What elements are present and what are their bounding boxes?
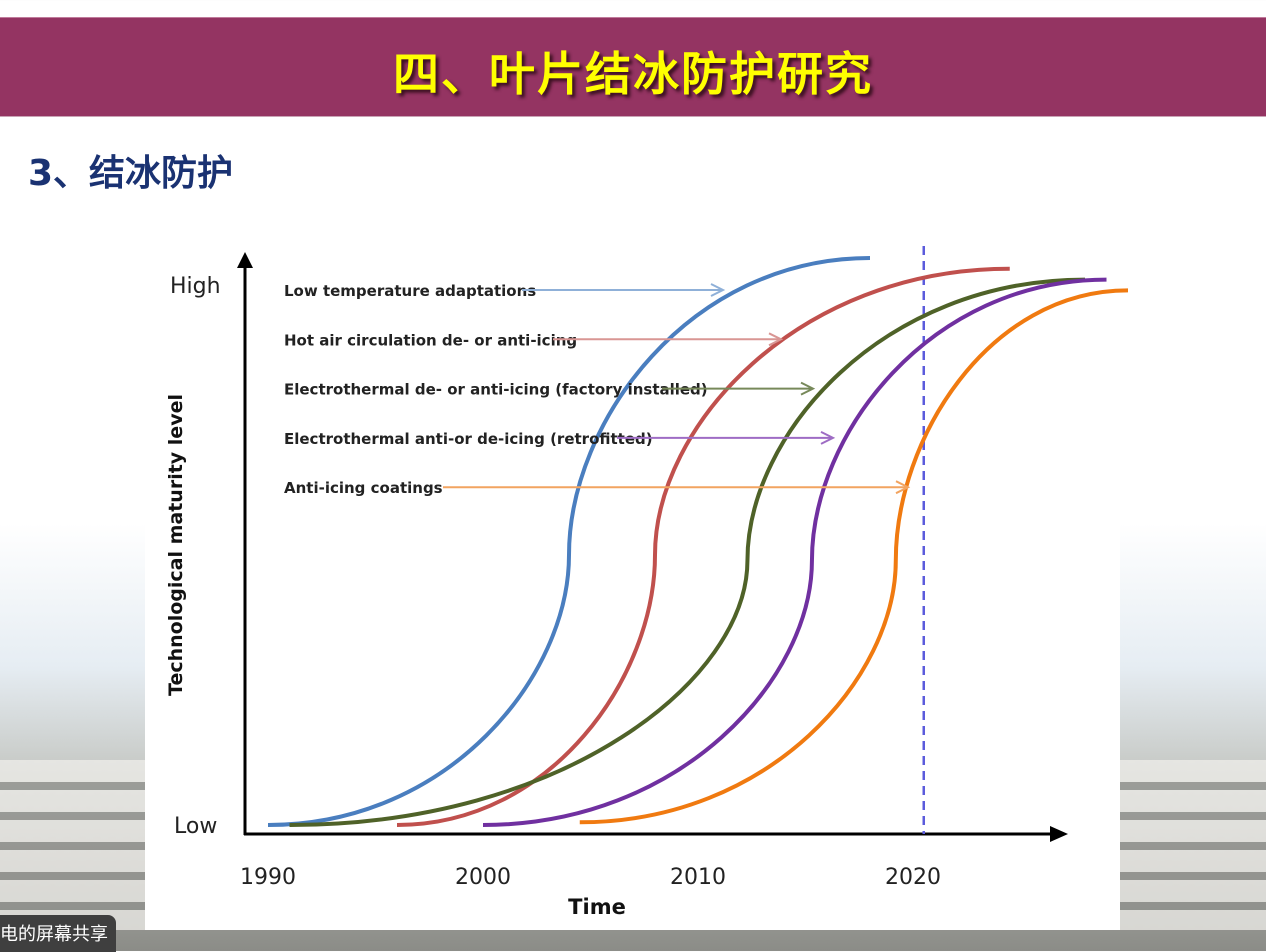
series-curve: [267, 256, 871, 827]
axes: High Low Technological maturity level Ti…: [165, 252, 1068, 919]
y-tick-low: Low: [174, 814, 217, 839]
x-tick-label: 2000: [455, 865, 511, 890]
legend-arrow-head: [710, 283, 726, 297]
y-tick-high: High: [170, 274, 221, 299]
legend-arrow-head: [895, 480, 911, 495]
series-curve: [396, 266, 1010, 827]
legend-label: Low temperature adaptations: [284, 282, 536, 300]
background-building-right: [1120, 760, 1266, 930]
slide-header: 四、叶片结冰防护研究: [0, 17, 1266, 117]
legend-label: Anti-icing coatings: [284, 479, 443, 497]
screen-share-badge: 电的屏幕共享: [0, 915, 116, 952]
x-tick-label: 2010: [670, 865, 726, 890]
slide-title: 四、叶片结冰防护研究: [393, 47, 873, 101]
section-subtitle: 3、结冰防护: [28, 153, 234, 194]
legend-label: Electrothermal anti-or de-icing (retrofi…: [284, 430, 653, 448]
chart-panel: [145, 228, 1120, 930]
legend-arrow-head: [800, 381, 816, 396]
x-axis-arrow: [1050, 826, 1068, 842]
legend-label: Hot air circulation de- or anti-icing: [284, 331, 577, 349]
legend-arrow-head: [768, 332, 784, 347]
x-tick-label: 1990: [240, 865, 296, 890]
background-building-left: [0, 760, 150, 930]
x-tick-label: 2020: [885, 865, 941, 890]
y-axis-label: Technological maturity level: [165, 394, 187, 696]
legend-arrow-head: [820, 431, 836, 445]
legend-label: Electrothermal de- or anti-icing (factor…: [284, 381, 708, 399]
series-curve: [289, 277, 1086, 827]
y-axis-arrow: [237, 252, 253, 268]
series-curve: [579, 288, 1129, 825]
series-curve: [482, 277, 1107, 827]
x-axis-label: Time: [568, 895, 626, 919]
